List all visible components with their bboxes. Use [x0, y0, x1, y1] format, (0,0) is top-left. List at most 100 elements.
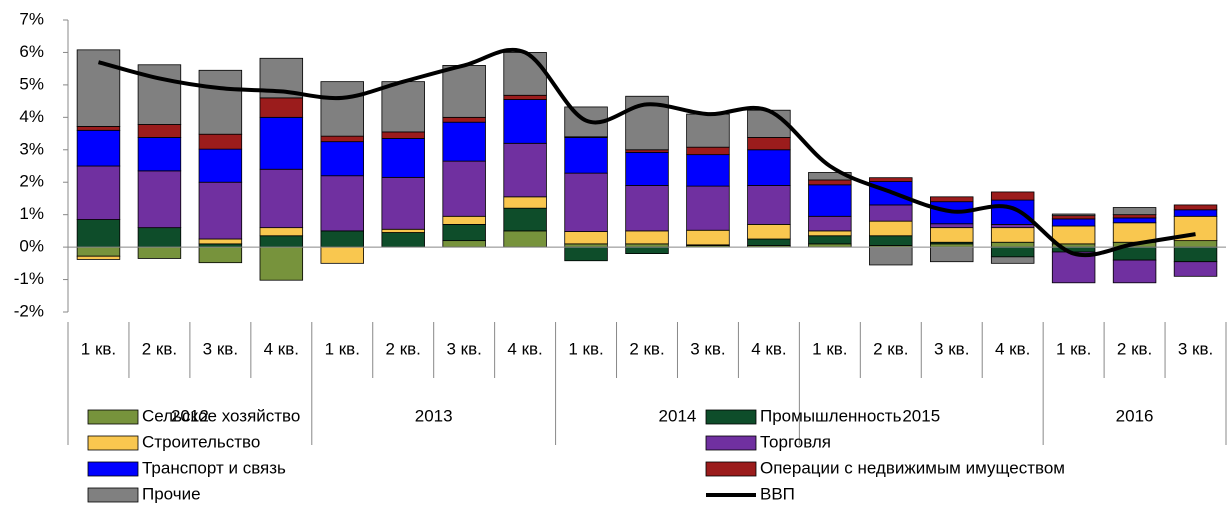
x-tick-label: 4 кв.: [264, 339, 299, 358]
y-tick-label: 6%: [19, 42, 44, 61]
legend-swatch: [87, 487, 139, 503]
bar-segment: [76, 246, 121, 257]
bar-segment: [625, 230, 669, 245]
x-tick-label: 4 кв.: [751, 339, 786, 358]
year-label: 2014: [659, 406, 697, 425]
y-tick-label: 7%: [19, 9, 44, 28]
bar-segment: [686, 154, 730, 187]
bar-segment: [930, 223, 974, 229]
bar-segment: [1112, 207, 1157, 216]
bar-segment: [76, 219, 121, 248]
bar-segment: [381, 176, 425, 230]
x-tick-label: 1 кв.: [81, 339, 116, 358]
bar-segment: [869, 235, 913, 246]
bar-segment: [686, 229, 730, 246]
legend-label: Прочие: [142, 484, 201, 503]
bar-segment: [320, 141, 364, 177]
legend-swatch: [705, 409, 757, 425]
x-tick-label: 1 кв.: [1056, 339, 1091, 358]
bar-segment: [1112, 214, 1157, 219]
bar-segment: [1051, 213, 1096, 217]
bar-segment: [564, 137, 608, 174]
bar-segment: [503, 142, 547, 198]
x-tick-label: 1 кв.: [568, 339, 603, 358]
year-label: 2016: [1116, 406, 1154, 425]
bar-segment: [442, 215, 486, 225]
year-label: 2012: [171, 406, 209, 425]
bar-segment: [442, 116, 486, 123]
bar-segment: [808, 235, 852, 245]
bar-segment: [990, 246, 1035, 258]
bar-segment: [320, 135, 364, 143]
bar-segment: [198, 181, 243, 240]
bar-segment: [1173, 209, 1218, 217]
bar-segment: [625, 151, 669, 186]
x-tick-label: 2 кв.: [386, 339, 421, 358]
bar-segment: [1173, 246, 1218, 263]
bar-segment: [381, 138, 425, 178]
bar-segment: [1112, 259, 1157, 284]
bar-segment: [381, 81, 425, 133]
x-tick-label: 1 кв.: [812, 339, 847, 358]
y-tick-label: -2%: [14, 301, 44, 320]
bar-segment: [747, 149, 791, 186]
x-tick-label: 1 кв.: [325, 339, 360, 358]
bar-segment: [990, 223, 1035, 229]
bar-segment: [1173, 240, 1218, 248]
legend-label: ВВП: [760, 484, 795, 503]
legend-label: Транспорт и связь: [142, 458, 286, 477]
x-tick-label: 2 кв.: [873, 339, 908, 358]
bar-segment: [930, 196, 974, 203]
bar-segment: [686, 113, 730, 148]
y-tick-label: -1%: [14, 269, 44, 288]
year-label: 2013: [415, 406, 453, 425]
bar-segment: [1051, 218, 1096, 227]
bar-segment: [930, 246, 974, 263]
bar-segment: [564, 172, 608, 232]
x-tick-label: 4 кв.: [507, 339, 542, 358]
x-tick-label: 3 кв.: [446, 339, 481, 358]
bar-segment: [137, 170, 182, 229]
bar-segment: [198, 69, 243, 135]
x-tick-label: 3 кв.: [1178, 339, 1213, 358]
x-tick-label: 3 кв.: [934, 339, 969, 358]
bar-segment: [1051, 225, 1096, 245]
x-tick-label: 4 кв.: [995, 339, 1030, 358]
bar-segment: [381, 232, 425, 248]
bar-segment: [503, 99, 547, 144]
legend-label: Строительство: [142, 432, 260, 451]
bar-segment: [990, 227, 1035, 243]
legend-swatch: [87, 409, 139, 425]
bar-segment: [1051, 246, 1096, 253]
bar-segment: [625, 246, 669, 255]
bar-segment: [686, 185, 730, 231]
bar-segment: [320, 81, 364, 137]
bar-segment: [137, 124, 182, 138]
bar-segment: [990, 191, 1035, 201]
bar-segment: [625, 185, 669, 232]
bar-segment: [747, 238, 791, 246]
bar-segment: [1173, 204, 1218, 211]
bar-segment: [259, 246, 304, 281]
bar-segment: [320, 230, 364, 248]
bar-segment: [869, 177, 913, 182]
bar-segment: [137, 227, 182, 248]
bar-segment: [1112, 222, 1157, 243]
bar-segment: [503, 230, 547, 248]
bar-segment: [320, 246, 364, 264]
bar-segment: [259, 235, 304, 248]
bar-segment: [990, 199, 1035, 225]
legend-swatch: [87, 461, 139, 477]
legend-swatch: [87, 435, 139, 451]
bar-segment: [76, 126, 121, 131]
bar-segment: [808, 179, 852, 186]
bar-segment: [76, 129, 121, 167]
bar-segment: [686, 146, 730, 156]
bar-segment: [442, 240, 486, 248]
y-tick-label: 3%: [19, 139, 44, 158]
bar-segment: [442, 223, 486, 242]
bar-segment: [381, 131, 425, 139]
bar-segment: [747, 223, 791, 240]
bar-segment: [503, 196, 547, 209]
bar-segment: [1112, 217, 1157, 224]
